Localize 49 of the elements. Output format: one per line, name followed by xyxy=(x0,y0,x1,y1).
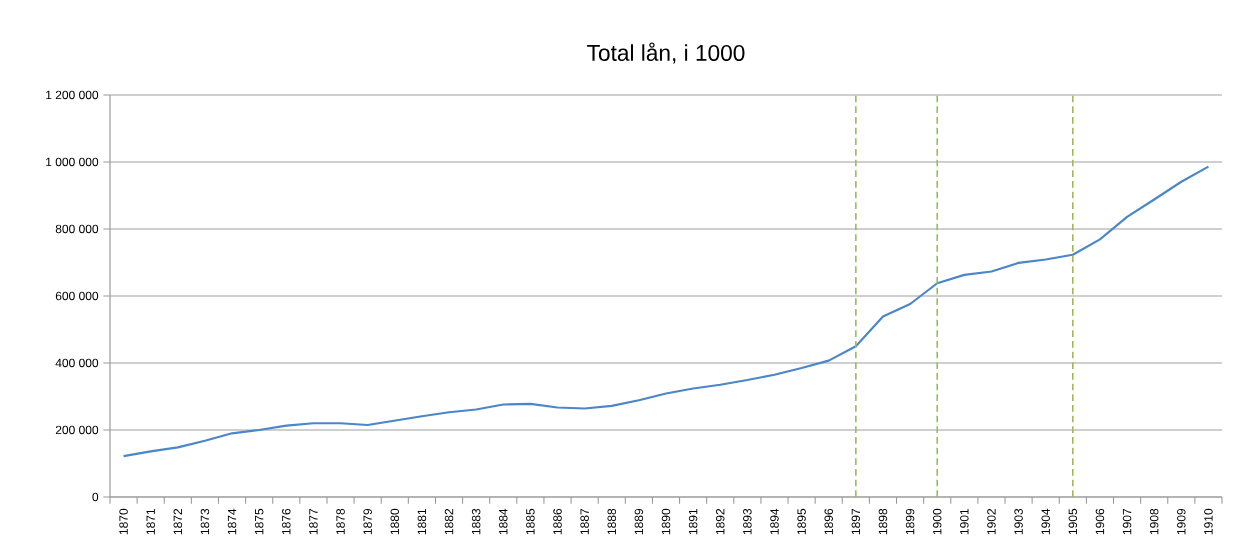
x-tick-label: 1870 xyxy=(119,508,128,535)
x-tick-label: 1903 xyxy=(1014,508,1023,535)
x-tick-label: 1907 xyxy=(1122,508,1132,535)
x-tick-label: 1901 xyxy=(960,508,969,535)
y-tick-label: 400 000 xyxy=(55,358,99,368)
x-tick-label: 1895 xyxy=(797,508,806,535)
y-tick-label: 0 xyxy=(92,492,99,502)
x-tick-label: 1883 xyxy=(471,508,481,535)
x-tick-label: 1876 xyxy=(282,508,291,535)
x-tick-label: 1886 xyxy=(553,508,562,535)
x-tick-label: 1904 xyxy=(1041,508,1050,535)
x-tick-label: 1906 xyxy=(1095,508,1105,535)
x-tick-label: 1898 xyxy=(878,508,888,535)
x-tick-label: 1897 xyxy=(851,508,861,535)
x-tick-label: 1905 xyxy=(1068,508,1078,535)
x-tick-label: 1877 xyxy=(309,508,318,535)
x-tick-label: 1899 xyxy=(905,508,915,535)
x-tick-label: 1888 xyxy=(607,508,617,535)
x-tick-label: 1889 xyxy=(634,508,644,535)
x-tick-label: 1873 xyxy=(200,508,210,535)
x-tick-label: 1878 xyxy=(336,508,345,535)
y-tick-label: 200 000 xyxy=(55,425,99,435)
x-tick-label: 1872 xyxy=(173,508,183,535)
x-tick-label: 1910 xyxy=(1204,508,1213,535)
x-tick-label: 1894 xyxy=(770,508,779,535)
x-tick-label: 1900 xyxy=(932,508,942,535)
x-tick-label: 1896 xyxy=(824,508,833,535)
x-tick-label: 1874 xyxy=(227,508,237,535)
y-tick-label: 800 000 xyxy=(55,224,99,234)
x-tick-label: 1871 xyxy=(146,508,155,535)
x-tick-label: 1880 xyxy=(390,508,400,535)
y-tick-label: 1 000 000 xyxy=(46,157,99,167)
x-tick-label: 1902 xyxy=(987,508,996,535)
x-tick-label: 1891 xyxy=(688,508,698,535)
x-tick-label: 1875 xyxy=(254,508,264,535)
x-tick-label: 1885 xyxy=(526,508,535,535)
x-tick-label: 1892 xyxy=(715,508,725,535)
y-tick-label: 600 000 xyxy=(55,291,99,301)
x-tick-label: 1879 xyxy=(363,508,372,535)
x-tick-label: 1908 xyxy=(1149,508,1159,535)
x-tick-label: 1893 xyxy=(743,508,752,535)
x-tick-label: 1890 xyxy=(661,508,671,535)
x-tick-label: 1881 xyxy=(417,508,427,535)
y-tick-label: 1 200 000 xyxy=(46,90,99,100)
chart-title: Total lån, i 1000 xyxy=(587,42,745,64)
x-tick-label: 1887 xyxy=(580,508,589,535)
x-tick-label: 1884 xyxy=(499,508,508,535)
x-tick-label: 1909 xyxy=(1177,508,1186,535)
x-tick-label: 1882 xyxy=(444,508,454,535)
